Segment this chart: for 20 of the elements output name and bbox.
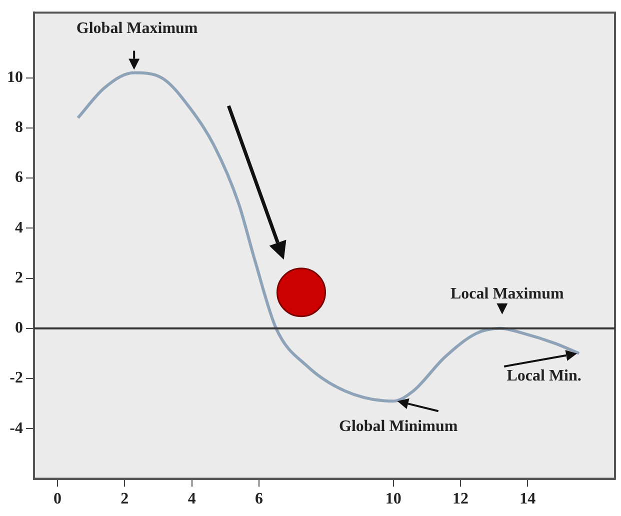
- y-tick-label: 4: [15, 219, 23, 236]
- x-tick-label: 6: [255, 490, 264, 508]
- annotation: Global Maximum: [76, 20, 198, 37]
- y-tick-label: -2: [10, 370, 23, 387]
- x-tick-label: 14: [520, 490, 536, 508]
- x-tick-label: 10: [385, 490, 402, 508]
- annotation: Global Minimum: [339, 418, 458, 436]
- x-tick-label: 4: [188, 490, 196, 508]
- y-tick-label: 8: [15, 119, 23, 136]
- x-tick-label: 0: [54, 490, 62, 508]
- annotation: Local Min.: [506, 367, 582, 384]
- y-tick-label: 6: [15, 169, 23, 186]
- x-tick-label: 2: [120, 490, 129, 508]
- line-series: [76, 71, 581, 403]
- annotation: Local Maximum: [450, 285, 564, 302]
- y-tick-label: 0: [15, 320, 23, 337]
- y-tick-label: 10: [7, 68, 23, 86]
- x-tick-label: 12: [452, 490, 469, 508]
- y-tick-label: -4: [10, 420, 23, 437]
- y-tick-label: 2: [15, 269, 23, 286]
